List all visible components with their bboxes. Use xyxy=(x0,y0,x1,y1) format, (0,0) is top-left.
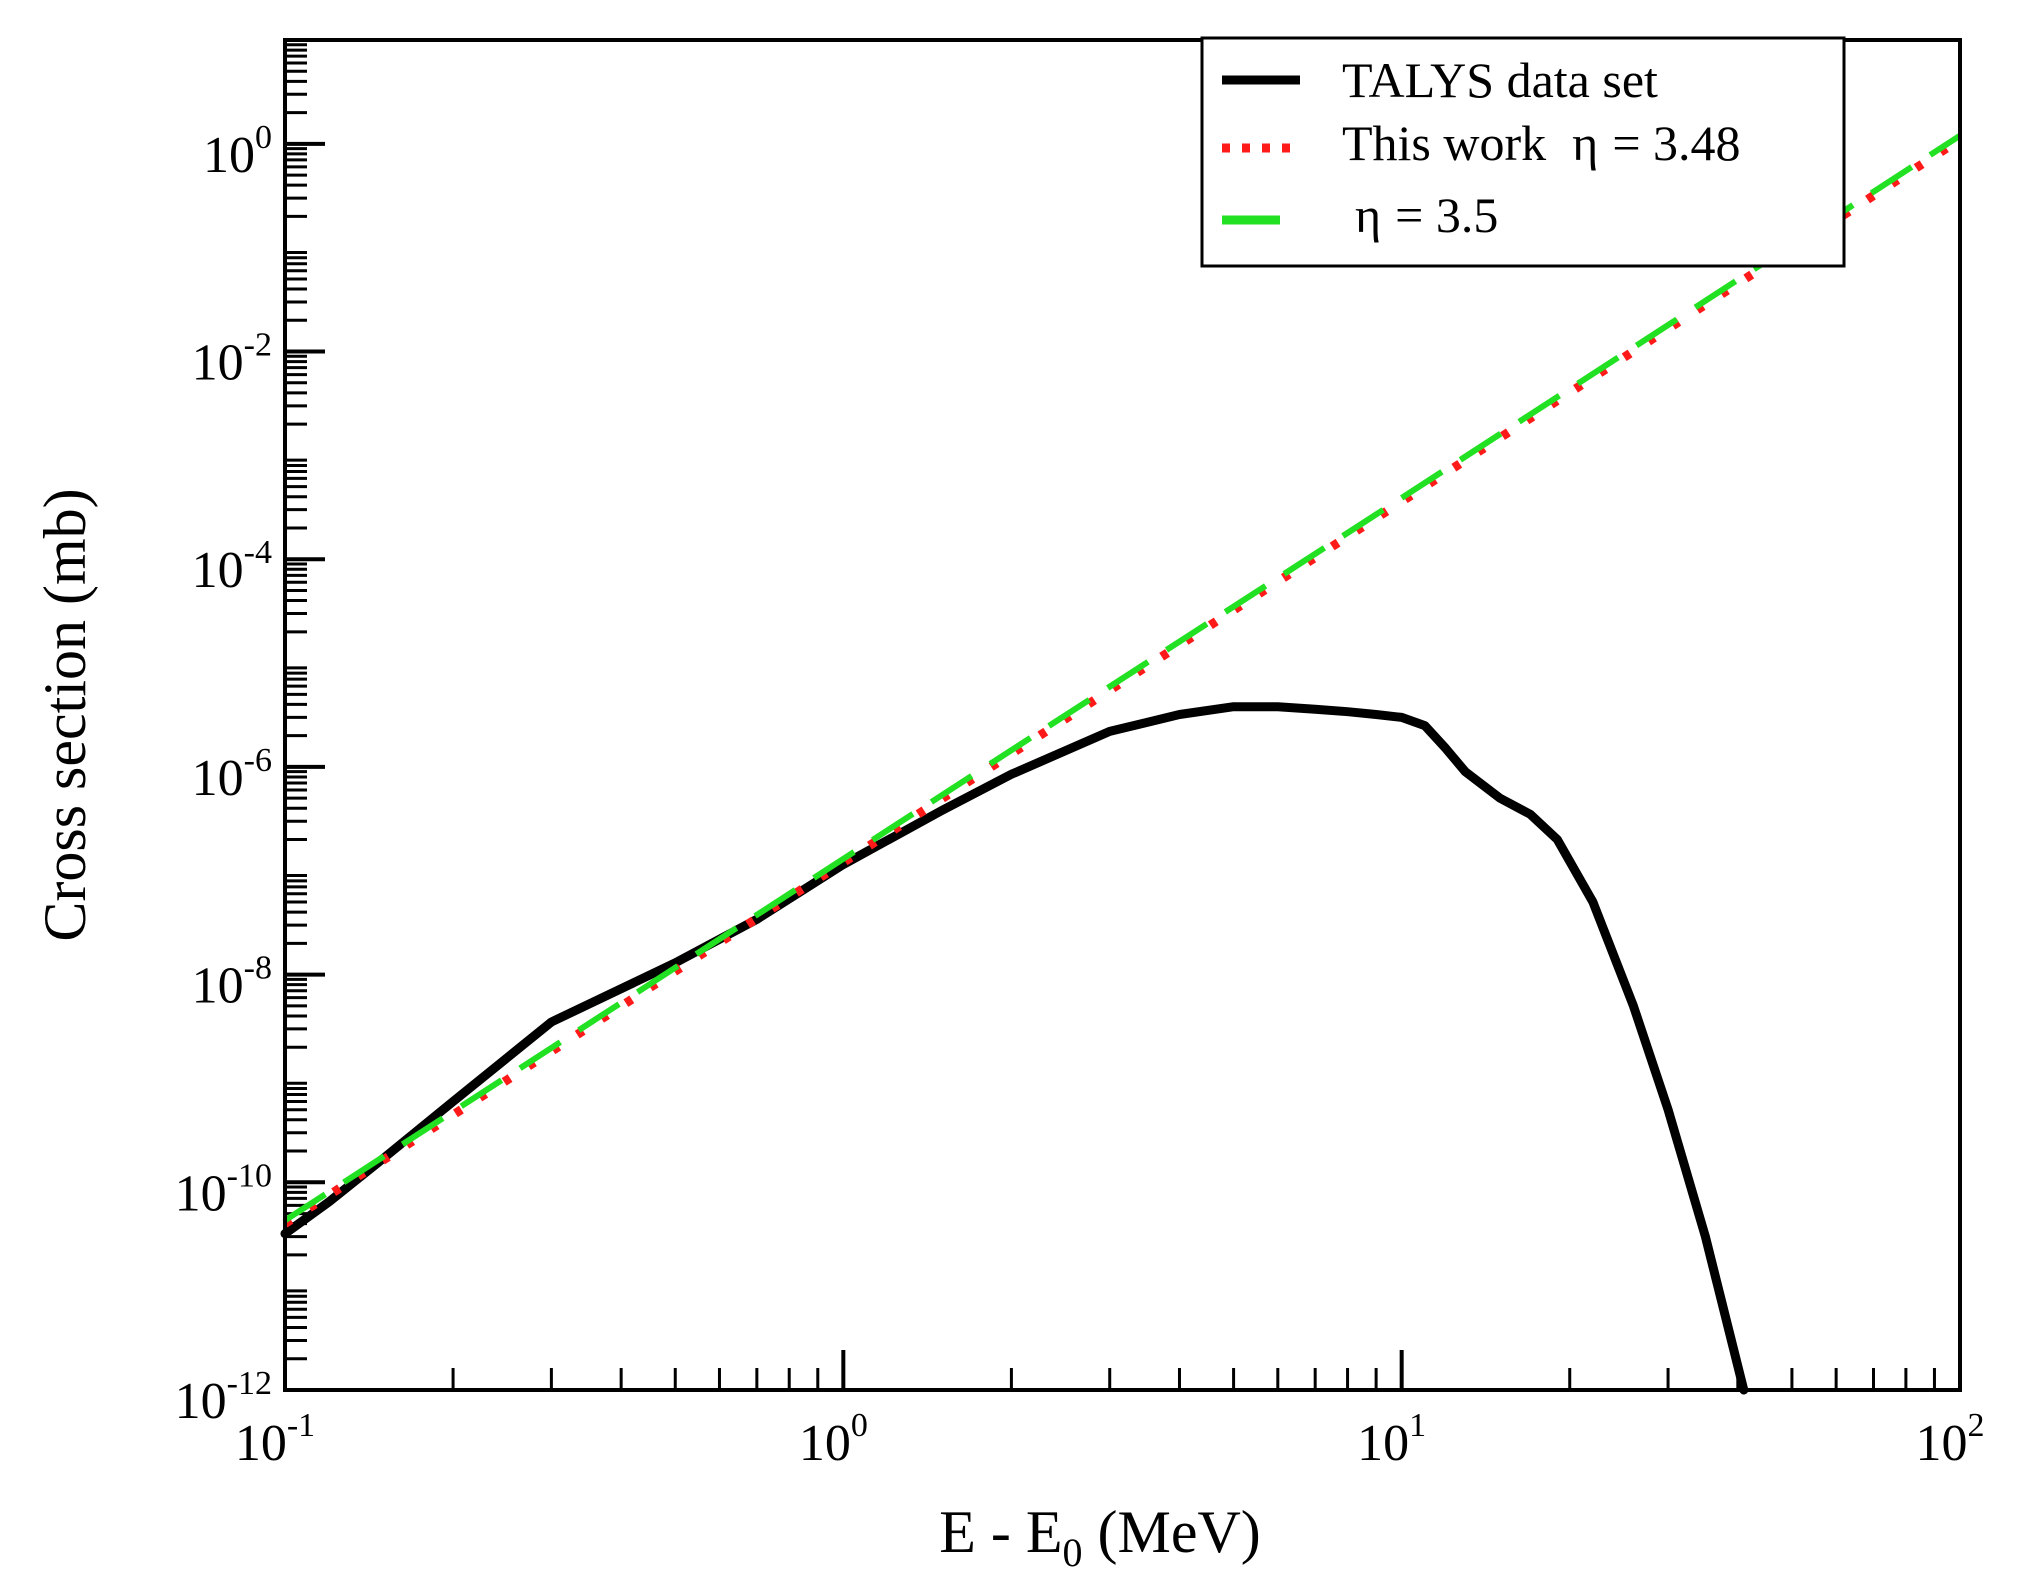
x-axis-title: E - E0 (MeV) xyxy=(939,1499,1261,1575)
x-tick-exponent: -1 xyxy=(287,1407,315,1444)
x-tick-label: 102 xyxy=(1916,1407,1985,1472)
y-tick-base: 10 xyxy=(192,750,244,807)
y-tick-label: 10-12 xyxy=(175,1365,272,1430)
y-tick-base: 10 xyxy=(175,1165,227,1222)
x-tick-base: 10 xyxy=(235,1415,287,1472)
plot-frame xyxy=(283,38,1962,1392)
x-tick-base: 10 xyxy=(799,1415,851,1472)
x-tick-label: 100 xyxy=(799,1407,868,1472)
legend-label-talys: TALYS data set xyxy=(1342,52,1658,108)
series-line-solid xyxy=(280,702,1749,1395)
x-tick-exponent: 2 xyxy=(1968,1407,1985,1444)
y-tick-exponent: -10 xyxy=(227,1157,272,1194)
minor-ticks xyxy=(285,43,1936,1390)
y-tick-exponent: -6 xyxy=(244,742,272,779)
y-axis-title: Cross section (mb) xyxy=(32,488,98,941)
y-tick-label: 10-4 xyxy=(192,534,272,599)
x-tick-exponent: 0 xyxy=(851,1407,868,1444)
x-tick-label: 10-1 xyxy=(235,1407,315,1472)
y-tick-exponent: 0 xyxy=(255,119,272,156)
y-tick-exponent: -4 xyxy=(244,534,272,571)
y-tick-base: 10 xyxy=(192,958,244,1015)
series-layer xyxy=(280,133,1963,1395)
y-tick-exponent: -8 xyxy=(244,950,272,987)
y-tick-base: 10 xyxy=(192,542,244,599)
y-tick-label: 10-2 xyxy=(192,327,272,392)
x-tick-label: 101 xyxy=(1357,1407,1426,1472)
legend-label-eta-3-5: η = 3.5 xyxy=(1355,187,1498,243)
y-tick-exponent: -2 xyxy=(244,327,272,364)
legend-label-this-work: This work η = 3.48 xyxy=(1342,115,1741,171)
y-tick-base: 10 xyxy=(192,335,244,392)
legend-box xyxy=(1200,36,1846,268)
y-tick-label: 100 xyxy=(203,119,272,184)
x-tick-labels: 10-1 100 101 102 xyxy=(235,1407,1985,1472)
y-tick-base: 10 xyxy=(203,127,255,184)
y-tick-label: 10-6 xyxy=(192,742,272,807)
y-tick-base: 10 xyxy=(175,1373,227,1430)
y-tick-label: 10-8 xyxy=(192,950,272,1015)
y-tick-exponent: -12 xyxy=(227,1365,272,1402)
series-line-dashed xyxy=(283,133,1962,1223)
x-tick-base: 10 xyxy=(1357,1415,1409,1472)
x-tick-exponent: 1 xyxy=(1409,1407,1426,1444)
y-tick-label: 10-10 xyxy=(175,1157,272,1222)
x-tick-base: 10 xyxy=(1916,1415,1968,1472)
legend: TALYS data set This work η = 3.48 η = 3.5 xyxy=(1200,36,1846,268)
